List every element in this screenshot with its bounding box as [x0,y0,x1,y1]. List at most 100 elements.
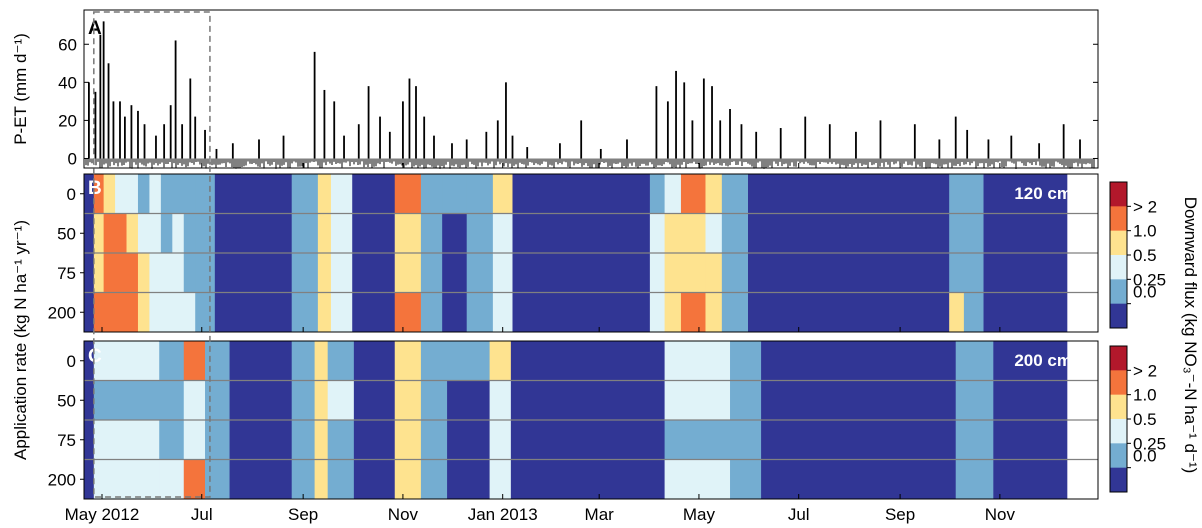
heatmap-120cm-cell [983,253,1068,293]
heatmap-120cm-cell [291,213,319,254]
heatmap-120cm-cell [209,253,216,293]
heatmap-120cm-cell [183,213,196,254]
heatmap-120cm-y-tick-label: 50 [57,224,76,243]
heatmap-120cm-cell [115,174,127,214]
heatmap-120cm-cell [195,292,211,333]
colorbar-120cm-tick-label: 0.5 [1133,246,1157,265]
heatmap-200cm-cell [205,380,230,421]
heatmap-200cm-cell [993,341,1068,381]
heatmap-200cm-cell [84,341,95,381]
pet-y-tick-label: 40 [58,73,77,92]
heatmap-120cm-cell [209,174,216,214]
colorbar-120cm-tick-label: > 2 [1133,197,1157,216]
heatmap-120cm-cell [705,253,723,293]
heatmap-120cm-cell [983,292,1068,333]
heatmap-200cm-cell [955,459,994,500]
heatmap-120cm-cell [137,253,150,293]
heatmap-200cm-cell [133,459,160,500]
heatmap-120cm-cell [84,174,95,214]
x-tick-label: Mar [585,505,615,524]
pet-frame [83,9,1099,169]
pet-y-ticks: 0 20 40 60 [58,35,1098,168]
heatmap-200cm-cell [394,420,422,460]
heatmap-200cm-cell [205,459,230,500]
heatmap-120cm-cell [93,292,105,333]
heatmap-120cm-cell [721,213,749,254]
colorbar-120cm-swatch [1110,255,1127,280]
heatmap-200cm-y-tick-label: 50 [57,391,76,410]
colorbar-200cm-swatch [1110,370,1127,395]
heatmap-120cm-y-tick-label: 75 [57,264,76,283]
heatmap-200cm-cell [159,341,185,381]
heatmap-200cm-cell [229,341,293,381]
heatmap-120cm-cell [214,292,293,333]
heatmap-200cm-cell [730,380,762,421]
heatmap-200cm-cell [664,380,731,421]
heatmap-120cm-cell [664,174,682,214]
heatmap-200cm-cell [761,341,957,381]
heatmap-200cm-cell [183,420,206,460]
heatmap-200cm-cell [133,341,160,381]
heatmap-200cm-cell [447,380,490,421]
heatmap-120cm-cell [160,292,173,333]
heatmap-200cm-cell [489,341,512,381]
colorbar-200cm-swatch [1110,346,1127,371]
heatmap-120cm-cells [84,174,1068,333]
heatmap-200cm-cell [183,380,206,421]
heatmap-120cm-cell [352,213,396,254]
heatmap-200cm-cell [159,459,185,500]
pet-bars [85,21,1095,169]
heatmap-120cm-cell [214,213,293,254]
heatmap-200cm-y-ticks: 0 50 75 200 [48,352,84,489]
heatmap-120cm-cell [748,292,950,333]
heatmap-120cm-cell [149,174,162,214]
heatmap-120cm-cell [748,213,950,254]
heatmap-120cm-cell [317,253,332,293]
heatmap-120cm-cell [93,174,105,214]
depth-label-120cm: 120 cm [1014,184,1072,203]
x-tick-label: May 2012 [65,505,140,524]
colorbar-120cm-swatch [1110,303,1127,329]
heatmap-120cm-cell [664,292,682,333]
heatmap-200cm-cell [730,420,762,460]
heatmap-200cm-cell [229,459,293,500]
heatmap-200cm-cell [510,420,665,460]
heatmap-200cm-cell [205,420,230,460]
heatmap-200cm-cell [730,459,762,500]
heatmap-200cm-cell [420,420,448,460]
heatmap-120cm-cell [492,174,513,214]
colorbar-120cm-swatch [1110,279,1127,304]
heatmap-200cm-cell [447,341,490,381]
heatmap-200cm-cell [291,420,316,460]
colorbar-200cm-swatch [1110,467,1127,493]
heatmap-200cm-frame [83,340,1099,500]
heatmap-120cm-cell [317,213,332,254]
colorbar-200cm-swatch [1110,419,1127,444]
heatmap-200cm-cell [327,420,355,460]
heatmap-200cm-cells [84,341,1068,500]
heatmap-120cm-gridlines [84,212,1098,294]
heatmap-120cm-cell [93,253,105,293]
heatmap-200cm-cell [93,380,134,421]
heatmap-200cm-cell [394,459,422,500]
heatmap-120cm-cell [209,213,216,254]
heatmap-200cm-cell [314,459,329,500]
heatmap-120cm-cell [705,213,723,254]
heatmap-200cm-cell [353,380,396,421]
heatmap-200cm-cell [489,380,512,421]
heatmap-120cm-cell [394,213,422,254]
colorbar-120cm-tick-label: 0.25 [1133,270,1166,289]
heatmap-120cm-cell [160,213,173,254]
x-tick-label: Sep [885,505,915,524]
heatmap-120cm-cell [664,213,682,254]
heatmap-200cm-cell [489,459,512,500]
heatmap-200cm-y-tick-label: 75 [57,431,76,450]
heatmap-120cm-cell [317,292,332,333]
heatmap-200cm-cell [420,341,448,381]
heatmap-120cm-cell [466,174,494,214]
heatmap-120cm-cell [680,253,706,293]
heatmap-200cm-cell [420,459,448,500]
heatmap-120cm-cell [160,174,173,214]
colorbar-200cm-swatch [1110,443,1127,468]
